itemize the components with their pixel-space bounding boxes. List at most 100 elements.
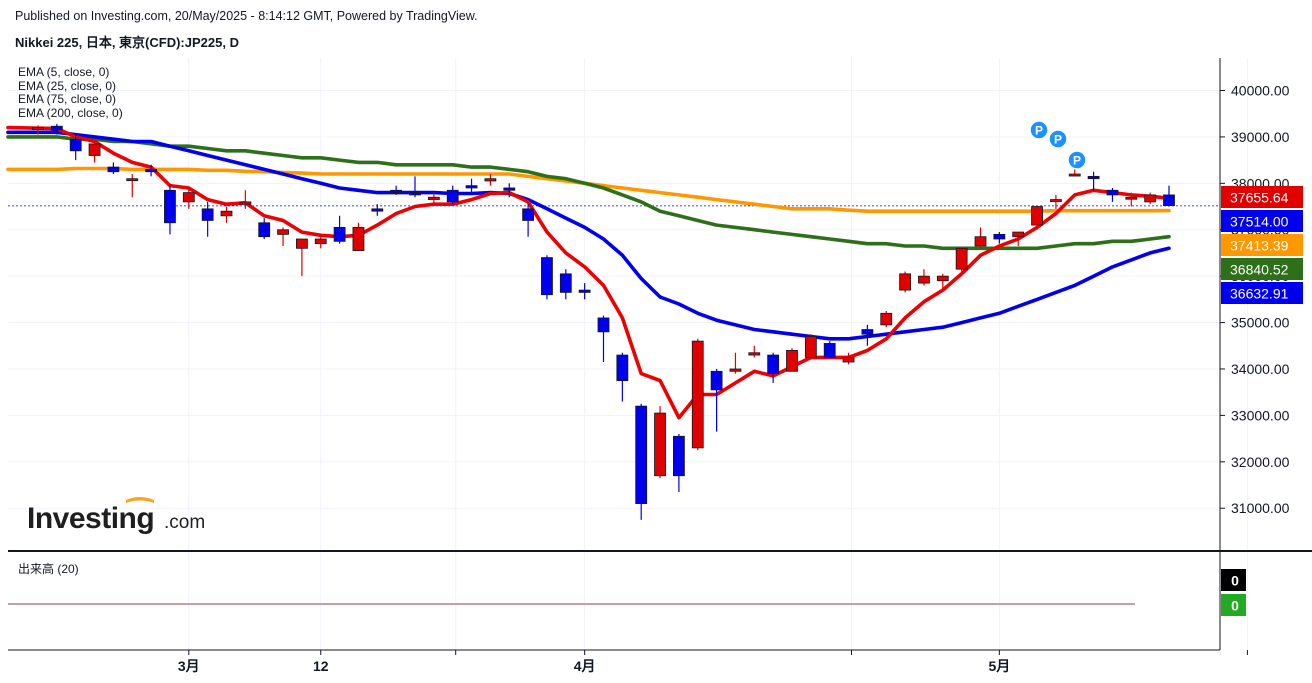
- candle-body: [277, 229, 289, 235]
- candle-body: [804, 336, 817, 358]
- candle: [767, 352, 780, 383]
- symbol-title: Nikkei 225, 日本, 東京(CFD):JP225, D: [15, 35, 239, 50]
- candle-body: [710, 370, 723, 391]
- candle: [673, 433, 685, 492]
- last-value-tag: 36632.91: [1221, 282, 1303, 304]
- candle: [861, 324, 874, 346]
- candle-body: [164, 189, 176, 224]
- last-value-tag: 36840.52: [1221, 258, 1303, 280]
- candle: [295, 238, 308, 277]
- logo-swoosh: [126, 497, 154, 503]
- logo-main: Investing: [27, 502, 154, 535]
- candle-body: [1031, 206, 1043, 226]
- signal-markers: PPP: [1029, 120, 1087, 170]
- candle: [541, 255, 553, 300]
- last-value-tag-label: 36632.91: [1230, 286, 1289, 302]
- candle: [371, 204, 384, 216]
- candle-body: [201, 208, 214, 221]
- candle-body: [88, 143, 101, 156]
- candle: [390, 185, 403, 195]
- candlesticks: [32, 123, 1175, 520]
- last-value-tag: 37655.64: [1221, 186, 1303, 208]
- candle-body: [654, 412, 666, 477]
- candle: [352, 222, 365, 252]
- candle: [201, 201, 214, 237]
- candle-body: [126, 178, 139, 182]
- candle-body: [842, 356, 855, 363]
- candle: [710, 368, 723, 432]
- candle: [164, 185, 176, 235]
- candle-body: [371, 208, 384, 212]
- candle: [277, 227, 289, 246]
- candle: [635, 403, 648, 520]
- candle-body: [50, 125, 63, 131]
- price-tick-label: 40000.00: [1231, 82, 1290, 98]
- last-value-tag-label: 36840.52: [1230, 262, 1289, 278]
- candle: [333, 215, 346, 244]
- candle-body: [880, 312, 893, 326]
- candle-body: [182, 192, 195, 203]
- ema-legend: EMA (5, close, 0) EMA (25, close, 0) EMA…: [18, 65, 123, 120]
- candle-body: [691, 340, 704, 449]
- candle-body: [239, 201, 252, 205]
- candle-body: [1144, 194, 1157, 203]
- candle: [578, 283, 591, 300]
- candle-body: [861, 329, 874, 335]
- candle: [1031, 206, 1043, 230]
- candle: [974, 227, 987, 249]
- ema200-legend: EMA (200, close, 0): [18, 105, 123, 120]
- p-marker-label: P: [1054, 133, 1062, 147]
- last-value-tag: 37413.39: [1221, 234, 1303, 256]
- candle-body: [1012, 231, 1025, 238]
- candle: [503, 183, 516, 198]
- candle: [126, 174, 139, 198]
- candle: [1163, 185, 1175, 207]
- last-value-tags: 37655.64 37514.00 37413.39 36840.52 36632.91: [1221, 186, 1303, 304]
- candle-body: [220, 210, 233, 217]
- candle-body: [748, 352, 761, 356]
- volume-pane: 00: [8, 550, 1312, 616]
- candle-body: [1068, 173, 1081, 177]
- last-value-tag: 37514.00: [1221, 210, 1303, 232]
- candle: [258, 218, 271, 240]
- candle: [936, 273, 949, 291]
- p-marker-label: P: [1035, 124, 1043, 138]
- last-value-tag-bg: [1221, 186, 1303, 208]
- volume-tag-label: 0: [1231, 573, 1239, 589]
- candle: [918, 269, 930, 286]
- candle-body: [465, 185, 478, 189]
- p-marker: P: [1067, 150, 1087, 170]
- last-value-tag-label: 37514.00: [1230, 214, 1289, 230]
- time-tick-label: 3月: [178, 658, 200, 674]
- ema200-line: [6, 166, 1171, 213]
- candle-body: [314, 238, 327, 245]
- candle-body: [145, 168, 158, 173]
- candle: [465, 178, 478, 193]
- ema5-legend: EMA (5, close, 0): [18, 65, 110, 79]
- last-value-tag-label: 37655.64: [1230, 190, 1289, 206]
- time-tick-label: 12: [313, 658, 329, 674]
- candle-body: [484, 178, 497, 182]
- price-tick-label: 35000.00: [1231, 315, 1290, 331]
- candle-body: [899, 273, 911, 291]
- candle-body: [352, 227, 365, 252]
- p-marker-circle: [1048, 129, 1068, 149]
- candle: [239, 190, 252, 209]
- candle-body: [295, 238, 308, 249]
- candle: [314, 236, 327, 249]
- p-marker: P: [1048, 129, 1068, 149]
- price-axis: 31000.00 32000.00 33000.00 34000.00 35000.00…: [1219, 58, 1290, 650]
- candle-body: [823, 343, 836, 358]
- candle-body: [616, 354, 629, 381]
- p-marker-label: P: [1073, 154, 1081, 168]
- candle: [1012, 231, 1025, 246]
- candle: [786, 348, 798, 372]
- volume-tag-bg: [1221, 594, 1246, 616]
- candle-body: [1106, 189, 1119, 196]
- time-tick-label: 5月: [988, 658, 1010, 674]
- last-value-tag-label: 37413.39: [1230, 238, 1289, 254]
- last-value-tag-bg: [1221, 258, 1303, 280]
- candle: [691, 338, 704, 451]
- candle: [1106, 187, 1119, 202]
